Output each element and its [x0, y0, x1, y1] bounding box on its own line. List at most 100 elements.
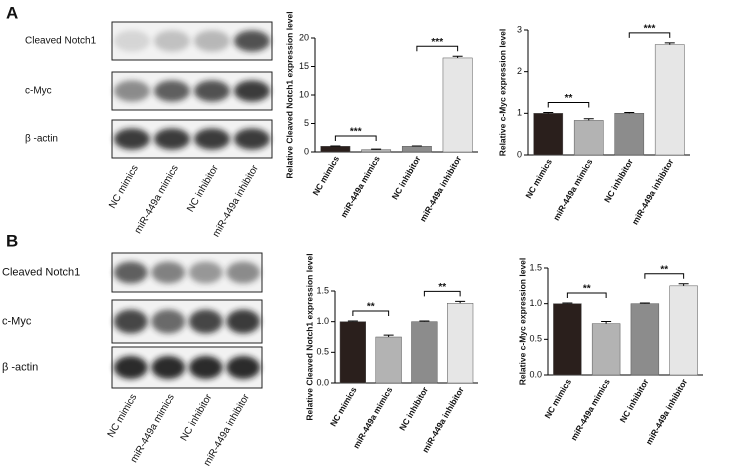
significance-label: *** — [644, 24, 656, 35]
bar — [630, 303, 660, 376]
panel-label: B — [6, 231, 18, 250]
bar — [442, 57, 473, 153]
bar — [669, 285, 698, 376]
blot-band — [151, 309, 186, 334]
y-tick-label: 0.5 — [529, 334, 542, 344]
bar — [401, 146, 432, 153]
significance-label: ** — [583, 284, 591, 295]
y-tick-label: 0.5 — [316, 347, 329, 357]
x-tick-label: NC inhibitor — [390, 154, 423, 202]
y-tick-label: 1 — [517, 108, 522, 118]
x-tick-label: NC inhibitor — [602, 157, 635, 205]
significance-bracket — [352, 310, 390, 317]
x-tick-label: miR-449a mimics — [568, 377, 612, 442]
bar — [361, 149, 392, 153]
y-tick-label: 10 — [299, 89, 309, 99]
error-bar — [383, 334, 394, 337]
blot-lane-label: miR-449a inhibitor — [211, 163, 261, 239]
significance-bracket — [547, 102, 590, 108]
bar — [573, 120, 604, 156]
significance-label: ** — [367, 302, 375, 313]
error-bar — [419, 320, 430, 322]
blot-band — [194, 128, 230, 150]
x-tick-label: NC inhibitor — [397, 385, 430, 433]
blot-band — [154, 128, 190, 150]
significance-bracket — [334, 135, 377, 142]
blot-row-label: Cleaved Notch1 — [25, 36, 97, 47]
x-tick-label: miR-449a inhibitor — [418, 154, 464, 224]
significance-label: ** — [660, 264, 668, 275]
y-axis-label: Relative Cleaved Notch1 expression level — [284, 11, 294, 178]
y-tick-label: 1.5 — [316, 285, 329, 295]
error-bar — [347, 320, 358, 322]
x-tick-label: miR-449a inhibitor — [644, 377, 690, 447]
x-tick-label: NC mimics — [542, 377, 573, 420]
significance-bracket — [423, 290, 461, 297]
error-bar — [624, 112, 635, 114]
error-bar — [562, 302, 573, 304]
significance-label: *** — [350, 127, 362, 138]
y-axis-label: Relative c-Myc expression level — [517, 258, 527, 386]
error-bar — [678, 283, 689, 286]
y-tick-label: 15 — [299, 61, 309, 71]
blot-band — [154, 30, 190, 52]
blot-band — [188, 309, 223, 334]
error-bar — [583, 118, 594, 121]
blot-band — [113, 309, 148, 334]
bar — [339, 321, 366, 384]
blot-band — [226, 356, 261, 379]
significance-label: ** — [438, 282, 446, 293]
x-tick-label: miR-449a mimics — [351, 385, 395, 450]
blot-band — [194, 80, 230, 102]
y-tick-label: 3 — [517, 24, 522, 34]
significance-bracket — [566, 292, 607, 298]
blot-band — [234, 30, 270, 52]
error-bar — [601, 321, 612, 324]
bar — [320, 146, 351, 153]
bar — [614, 113, 645, 156]
blot-lane-label: NC inhibitor — [179, 392, 215, 443]
y-tick-label: 20 — [299, 32, 309, 42]
y-tick-label: 2 — [517, 66, 522, 76]
blot-band — [194, 30, 230, 52]
blot-row-label: Cleaved Notch1 — [2, 266, 80, 278]
blot-band — [114, 30, 150, 52]
error-bar — [455, 300, 466, 304]
blot-row-label: c-Myc — [25, 86, 52, 97]
blot-band — [188, 261, 223, 284]
blot-row-label: β -actin — [25, 134, 58, 145]
error-bar — [664, 42, 675, 45]
x-tick-label: NC mimics — [328, 385, 359, 428]
blot-band — [113, 261, 148, 284]
blot-band — [151, 356, 186, 379]
blot-band — [226, 309, 261, 334]
error-bar — [543, 112, 554, 114]
y-tick-label: 1.0 — [316, 316, 329, 326]
panel-label: A — [6, 3, 18, 22]
significance-bracket — [416, 45, 459, 52]
y-tick-label: 1.0 — [529, 298, 542, 308]
bar — [553, 303, 582, 376]
bar — [654, 44, 685, 156]
y-axis-label: Relative c-Myc expression level — [497, 29, 507, 157]
significance-bracket — [644, 273, 685, 279]
y-tick-label: 0 — [517, 149, 522, 159]
x-tick-label: NC mimics — [523, 157, 554, 200]
y-axis-label: Relative Cleaved Notch1 expression level — [304, 253, 314, 420]
blot-band — [114, 80, 150, 102]
blot-band — [154, 80, 190, 102]
bar — [375, 336, 402, 384]
significance-label: ** — [565, 93, 573, 104]
blot-band — [188, 356, 223, 379]
significance-label: *** — [431, 37, 443, 48]
x-tick-label: NC inhibitor — [618, 377, 651, 425]
y-tick-label: 0 — [304, 146, 309, 156]
y-tick-label: 0.0 — [316, 377, 329, 387]
error-bar — [371, 148, 382, 150]
bar — [411, 321, 438, 384]
blot-lane-label: NC inhibitor — [185, 163, 221, 214]
error-bar — [639, 302, 650, 304]
x-tick-label: miR-449a inhibitor — [630, 157, 676, 227]
blot-lane-label: miR-449a mimics — [133, 163, 181, 235]
